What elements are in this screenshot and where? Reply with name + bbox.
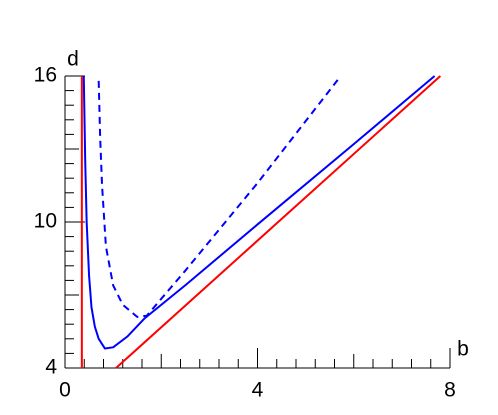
x-tick-label: 0 — [59, 379, 71, 402]
x-axis-label: b — [457, 338, 469, 361]
y-axis-label: d — [67, 48, 79, 71]
series-line — [82, 75, 436, 350]
series-line — [97, 75, 342, 318]
y-tick-label: 4 — [45, 356, 57, 379]
series-line — [115, 75, 442, 369]
y-tick-label: 10 — [34, 210, 57, 233]
x-tick-label: 4 — [252, 379, 264, 402]
y-tick-label: 16 — [34, 64, 57, 87]
x-tick-label: 8 — [444, 379, 456, 402]
